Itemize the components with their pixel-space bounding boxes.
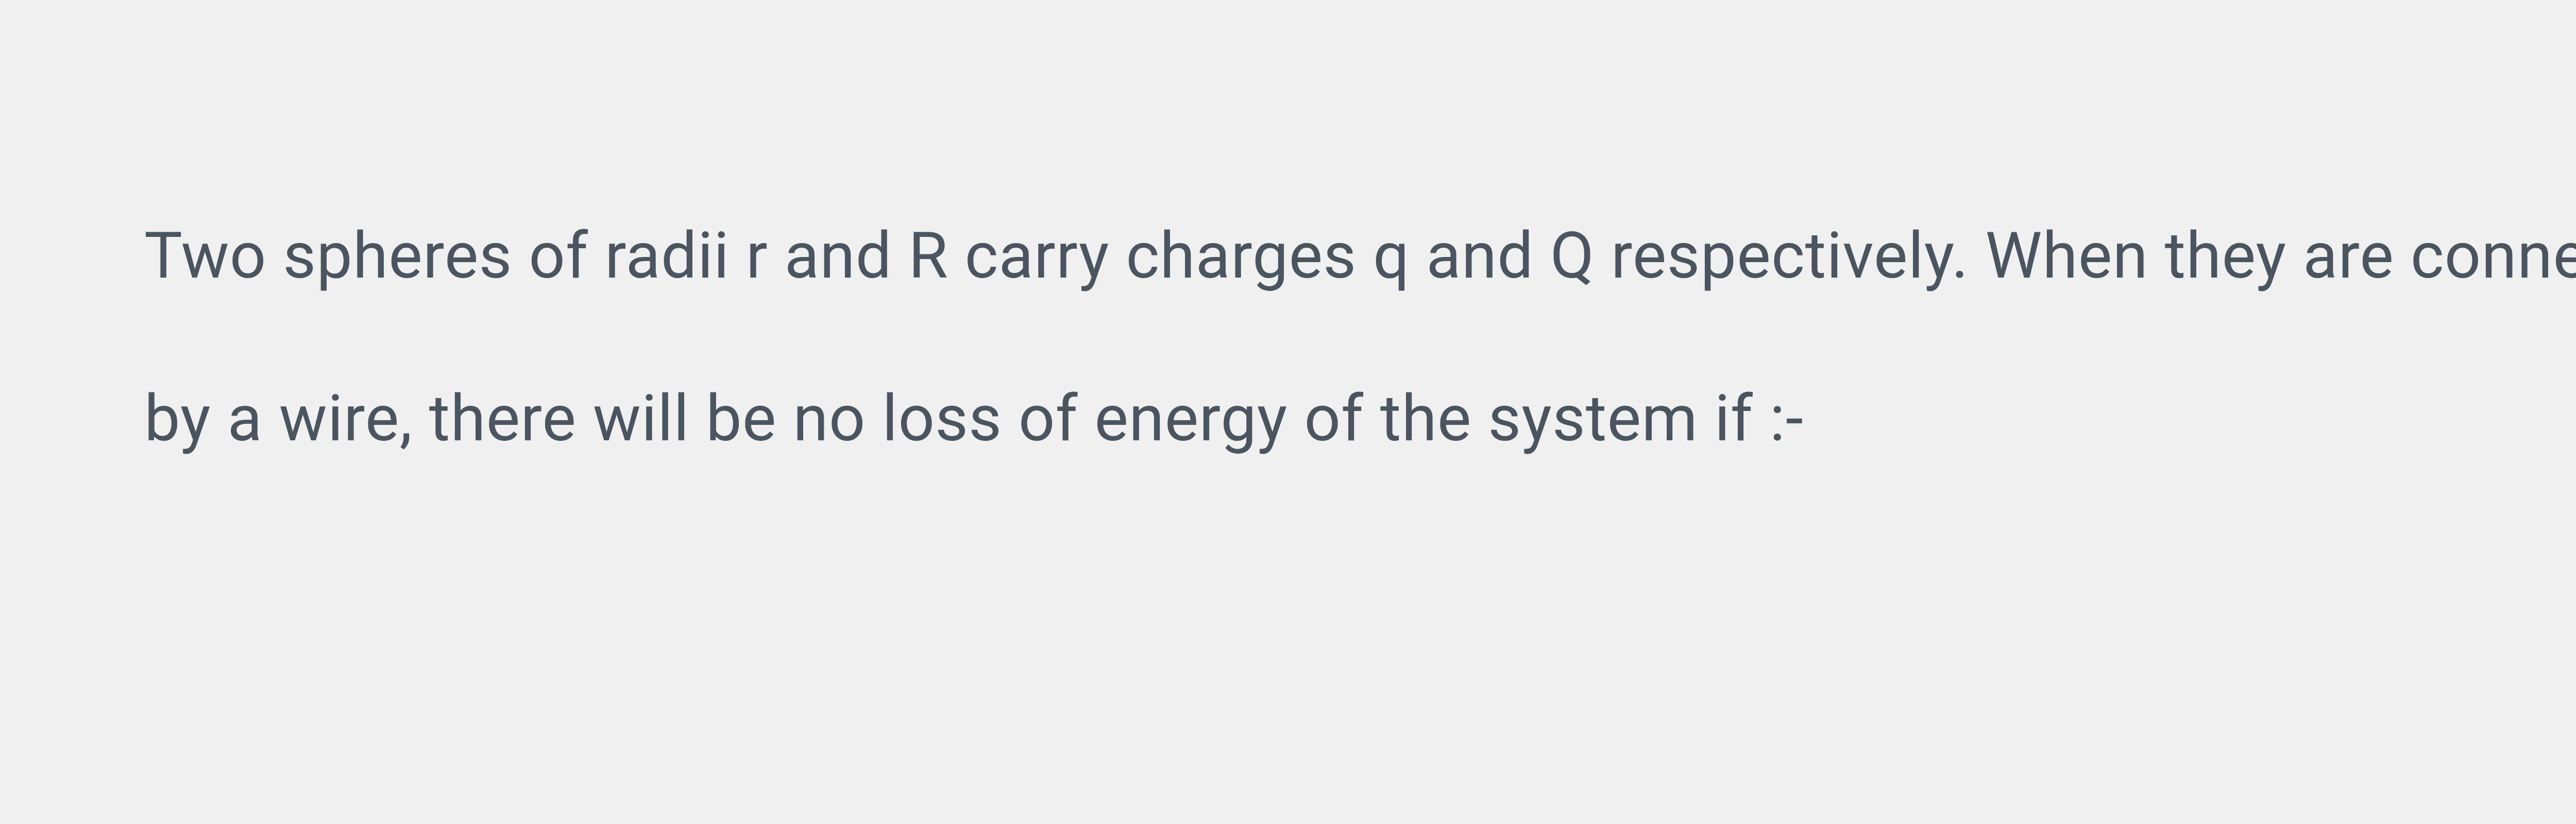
content-area: Two spheres of radii r and R carry charg… xyxy=(0,72,2576,501)
top-spacer xyxy=(0,0,2576,72)
question-text: Two spheres of radii r and R carry charg… xyxy=(144,175,2576,501)
document-container: Two spheres of radii r and R carry charg… xyxy=(0,0,2576,824)
